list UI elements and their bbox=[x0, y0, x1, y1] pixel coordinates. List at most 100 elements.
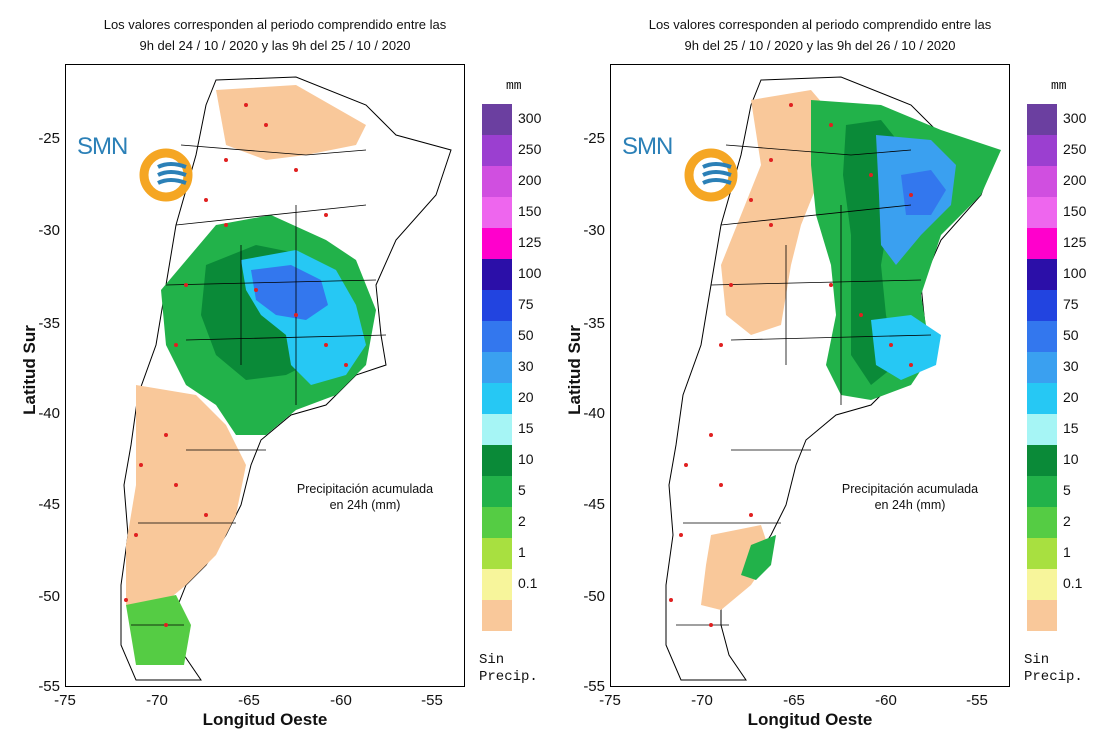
y-tick: -35 bbox=[583, 315, 605, 332]
caption-line2: en 24h (mm) bbox=[874, 498, 946, 512]
map-frame: SMN bbox=[65, 64, 465, 687]
precipitation-map bbox=[120, 76, 452, 681]
y-tick: -55 bbox=[583, 678, 605, 695]
station-dots bbox=[669, 103, 913, 627]
light-zone-patagonia bbox=[126, 385, 246, 610]
legend-nodata-label: Sin Precip. bbox=[479, 652, 538, 685]
moderate-zone-chubut bbox=[741, 535, 776, 580]
legend-swatch bbox=[482, 445, 512, 476]
legend-swatch bbox=[482, 259, 512, 290]
smn-logo-text: SMN bbox=[77, 133, 128, 160]
legend-label: 150 bbox=[1063, 203, 1087, 219]
legend-label: 2 bbox=[518, 513, 526, 529]
legend-label: 300 bbox=[1063, 110, 1087, 126]
caption-line1: Precipitación acumulada bbox=[296, 482, 434, 496]
x-tick: -55 bbox=[966, 692, 988, 709]
legend-swatch bbox=[1027, 259, 1057, 290]
legend-label: 200 bbox=[1063, 172, 1087, 188]
legend-swatch bbox=[482, 569, 512, 600]
y-tick: -25 bbox=[38, 130, 60, 147]
legend-unit: mm bbox=[1051, 78, 1067, 93]
legend-unit: mm bbox=[506, 78, 522, 93]
y-axis-label: Latitud Sur bbox=[565, 325, 584, 415]
legend-label: 125 bbox=[518, 234, 542, 250]
legend-label: 100 bbox=[518, 265, 542, 281]
map-title-line2: 9h del 25 / 10 / 2020 y las 9h del 26 / … bbox=[684, 38, 956, 53]
light-zone-north bbox=[216, 85, 366, 160]
legend-swatch bbox=[482, 383, 512, 414]
rain-fields bbox=[701, 90, 1001, 610]
legend-label: 75 bbox=[1063, 296, 1079, 312]
legend-swatch bbox=[482, 600, 512, 631]
heavy-core-cordoba bbox=[251, 265, 328, 320]
map-caption: Precipitación acumulada en 24h (mm) bbox=[830, 481, 990, 513]
legend-label: 100 bbox=[1063, 265, 1087, 281]
legend-swatch bbox=[1027, 569, 1057, 600]
legend-label: 2 bbox=[1063, 513, 1071, 529]
legend-label: 50 bbox=[1063, 327, 1079, 343]
y-tick: -30 bbox=[38, 222, 60, 239]
legend-swatch bbox=[1027, 197, 1057, 228]
legend-label: 1 bbox=[518, 544, 526, 560]
heavy-zone-buenos-aires bbox=[871, 315, 941, 380]
station-dots bbox=[124, 103, 348, 627]
x-tick: -60 bbox=[330, 692, 352, 709]
y-tick: -45 bbox=[583, 496, 605, 513]
legend-swatch bbox=[482, 321, 512, 352]
legend-swatch bbox=[1027, 383, 1057, 414]
legend-swatch bbox=[482, 228, 512, 259]
legend-label: 50 bbox=[518, 327, 534, 343]
light-zone-south bbox=[126, 595, 191, 665]
x-tick: -75 bbox=[599, 692, 621, 709]
legend-label: 20 bbox=[518, 389, 534, 405]
legend-swatch bbox=[1027, 507, 1057, 538]
legend-label: 10 bbox=[1063, 451, 1079, 467]
y-axis-label: Latitud Sur bbox=[20, 325, 39, 415]
map-title-line2: 9h del 24 / 10 / 2020 y las 9h del 25 / … bbox=[139, 38, 411, 53]
map-frame: SMN bbox=[610, 64, 1010, 687]
legend-swatch bbox=[1027, 538, 1057, 569]
caption-line2: en 24h (mm) bbox=[329, 498, 401, 512]
legend-swatch bbox=[482, 352, 512, 383]
legend-label: 15 bbox=[1063, 420, 1079, 436]
smn-logo-icon bbox=[139, 148, 193, 202]
legend-swatch bbox=[1027, 352, 1057, 383]
y-tick: -45 bbox=[38, 496, 60, 513]
heavy-core-corrientes bbox=[901, 170, 946, 215]
caption-line1: Precipitación acumulada bbox=[841, 482, 979, 496]
legend-swatch bbox=[482, 538, 512, 569]
legend-label: 150 bbox=[518, 203, 542, 219]
legend-swatch bbox=[1027, 228, 1057, 259]
y-tick: -50 bbox=[583, 588, 605, 605]
y-tick: -50 bbox=[38, 588, 60, 605]
legend-label: 0.1 bbox=[518, 575, 538, 591]
rain-fields bbox=[126, 85, 376, 665]
x-axis-label: Longitud Oeste bbox=[202, 710, 328, 729]
map-panel-right: Los valores corresponden al periodo comp… bbox=[545, 0, 1095, 750]
precipitation-map bbox=[665, 76, 1001, 681]
y-tick: -35 bbox=[38, 315, 60, 332]
x-tick: -65 bbox=[783, 692, 805, 709]
legend-swatch bbox=[1027, 135, 1057, 166]
smn-logo-icon bbox=[684, 148, 738, 202]
x-axis-label: Longitud Oeste bbox=[747, 710, 873, 729]
legend-label: 10 bbox=[518, 451, 534, 467]
legend-label: 5 bbox=[1063, 482, 1071, 498]
legend-label: 250 bbox=[1063, 141, 1087, 157]
map-caption: Precipitación acumulada en 24h (mm) bbox=[285, 481, 445, 513]
x-tick: -65 bbox=[238, 692, 260, 709]
legend-label: 200 bbox=[518, 172, 542, 188]
x-tick: -55 bbox=[421, 692, 443, 709]
legend-swatch bbox=[1027, 476, 1057, 507]
province-borders bbox=[676, 144, 932, 626]
legend-swatch bbox=[482, 197, 512, 228]
legend-swatch bbox=[1027, 414, 1057, 445]
legend-swatch bbox=[482, 290, 512, 321]
legend-label: 75 bbox=[518, 296, 534, 312]
legend-swatch bbox=[482, 135, 512, 166]
x-tick: -70 bbox=[146, 692, 168, 709]
map-title-line1: Los valores corresponden al periodo comp… bbox=[103, 17, 447, 32]
legend-label: 5 bbox=[518, 482, 526, 498]
map-title-line1: Los valores corresponden al periodo comp… bbox=[648, 17, 992, 32]
legend-label: 0.1 bbox=[1063, 575, 1083, 591]
